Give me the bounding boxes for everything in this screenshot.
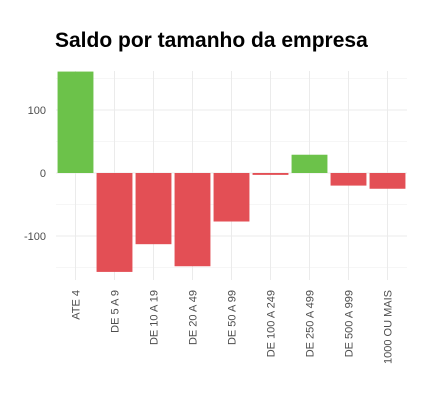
- x-tick-label: 1000 OU MAIS: [383, 290, 395, 364]
- bar-de-5-a-9: [96, 173, 133, 272]
- bar-de-50-a-99: [213, 173, 250, 222]
- bar-1000-ou-mais: [369, 173, 406, 189]
- y-tick-label: -100: [24, 231, 46, 243]
- bars: [57, 71, 406, 272]
- bar-ate-4: [57, 71, 94, 173]
- y-axis-tick-labels: 100 0 -100: [24, 105, 46, 243]
- x-tick-label: DE 100 A 249: [266, 290, 278, 357]
- x-tick-label: DE 250 A 499: [305, 290, 317, 357]
- x-tick-label: DE 50 A 99: [227, 290, 239, 345]
- bar-de-20-a-49: [174, 173, 211, 267]
- x-tick-label: DE 500 A 999: [344, 290, 356, 357]
- bar-de-250-a-499: [291, 154, 328, 173]
- x-tick-label: DE 20 A 49: [188, 290, 200, 345]
- y-tick-label: 100: [28, 105, 46, 117]
- bar-de-500-a-999: [330, 173, 367, 186]
- chart-title: Saldo por tamanho da empresa: [55, 29, 368, 52]
- bar-de-10-a-19: [135, 173, 172, 245]
- x-tick-label: DE 10 A 19: [149, 290, 161, 345]
- bar-de-100-a-249: [252, 173, 289, 175]
- x-tick-label: ATE 4: [71, 290, 83, 320]
- y-tick-label: 0: [40, 168, 46, 180]
- x-axis-tick-labels: ATE 4 DE 5 A 9 DE 10 A 19 DE 20 A 49 DE 50 A…: [71, 290, 395, 364]
- x-tick-label: DE 5 A 9: [110, 290, 122, 333]
